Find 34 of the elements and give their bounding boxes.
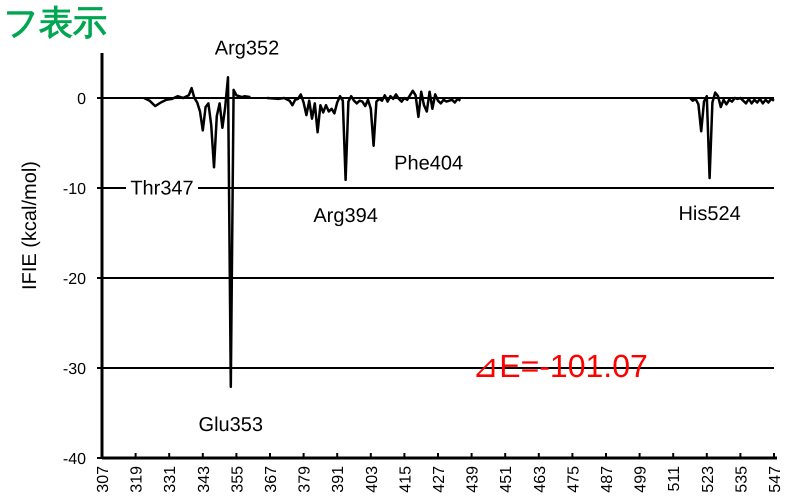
x-tick-label: 499	[632, 466, 650, 493]
x-tick-label: 319	[128, 466, 146, 493]
annotation: Arg394	[313, 204, 378, 227]
x-tick-label: 307	[95, 466, 112, 493]
y-tick-label: -40	[62, 451, 86, 468]
x-tick-label: 511	[666, 466, 684, 492]
annotation: Glu353	[198, 414, 264, 436]
y-tick-label: -30	[62, 361, 86, 378]
x-tick-label: 331	[162, 466, 180, 493]
x-tick-label: 415	[397, 466, 414, 493]
y-tick-label: 0	[77, 91, 86, 108]
x-tick-label: 439	[464, 466, 482, 493]
x-tick-label: 403	[364, 466, 381, 493]
annotation: Thr347	[130, 177, 194, 200]
x-tick-label: 475	[565, 466, 582, 493]
x-tick-label: 535	[733, 466, 750, 493]
x-tick-label: 463	[532, 466, 549, 493]
x-tick-label: 487	[599, 466, 616, 493]
x-tick-label: 367	[263, 466, 280, 493]
annotation: Arg352	[214, 37, 280, 60]
annotation: His524	[678, 203, 741, 226]
x-tick-label: 523	[700, 466, 717, 493]
x-tick-label: 391	[330, 466, 348, 493]
y-tick-label: -20	[62, 271, 86, 288]
x-tick-label: 451	[498, 466, 516, 493]
chart-title: フ表示	[4, 4, 107, 42]
x-tick-label: 343	[196, 466, 213, 493]
x-tick-label: 427	[431, 466, 448, 493]
y-axis-title: IFIE (kcal/mol)	[19, 161, 41, 290]
annotation: Phe404	[394, 152, 464, 175]
x-tick-label: 355	[229, 466, 246, 493]
y-tick-label: -10	[62, 181, 86, 198]
x-tick-label: 379	[296, 466, 314, 493]
x-tick-label: 547	[767, 466, 784, 493]
